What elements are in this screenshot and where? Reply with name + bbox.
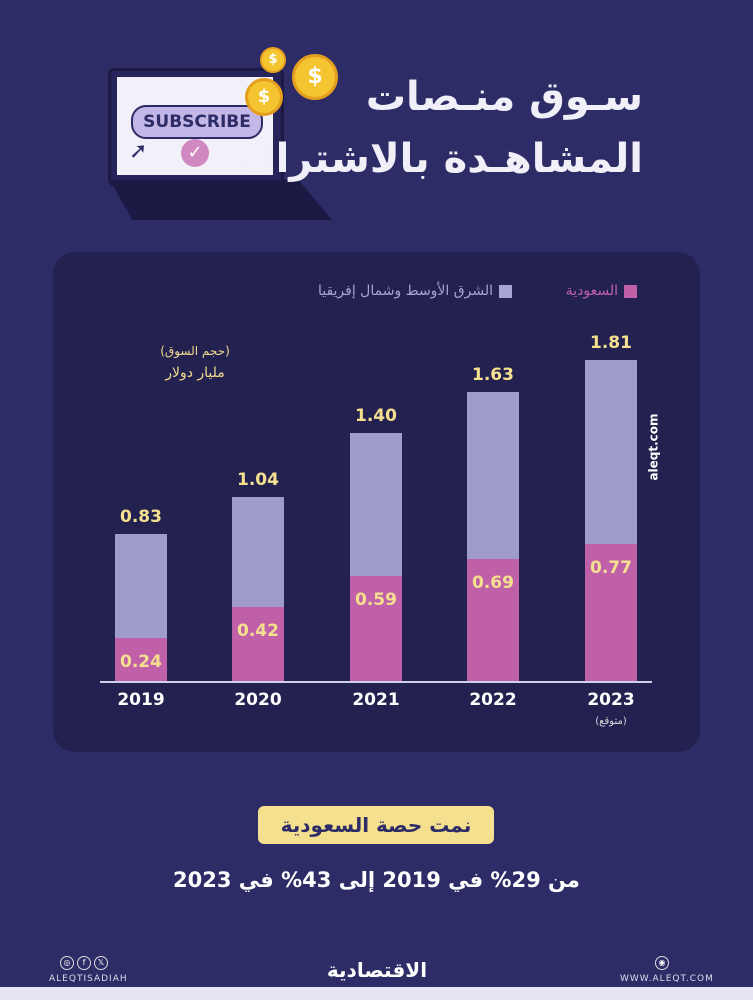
total-label: 1.63 bbox=[472, 364, 514, 385]
saudi-label: 0.77 bbox=[590, 558, 632, 579]
check-icon: ✓ bbox=[181, 139, 209, 167]
coin-icon: $ bbox=[260, 47, 286, 73]
legend-item-saudi: السعودية bbox=[566, 283, 637, 299]
y-axis-label-line1: (حجم السوق) bbox=[160, 344, 230, 358]
social-handle[interactable]: ALEQTISADIAH bbox=[49, 974, 128, 984]
saudi-label: 0.59 bbox=[355, 590, 397, 611]
bar-mena bbox=[232, 496, 284, 607]
total-label: 1.04 bbox=[237, 469, 279, 490]
bar-mena bbox=[115, 533, 167, 639]
coin-icon: $ bbox=[245, 78, 283, 116]
x-tick-label: 2022 bbox=[469, 690, 517, 710]
subscribe-button-illustration: SUBSCRIBE bbox=[131, 105, 263, 139]
total-label: 1.81 bbox=[590, 333, 632, 353]
summary-text: من 29% في 2019 إلى 43% في 2023 bbox=[173, 868, 580, 892]
legend-item-mena: الشرق الأوسط وشمال إفريقيا bbox=[318, 283, 512, 299]
facebook-icon[interactable]: f bbox=[77, 956, 91, 970]
cursor-icon: ➚ bbox=[129, 139, 148, 164]
year-note-2023: (متوقع) bbox=[595, 716, 627, 727]
x-tick-label: 2021 bbox=[352, 690, 400, 710]
y-axis-label: (حجم السوق) مليار دولار bbox=[150, 340, 240, 384]
legend-swatch-mena bbox=[499, 284, 512, 298]
title-line-1: سـوق منـصات bbox=[365, 74, 643, 120]
x-tick-label: 2020 bbox=[234, 690, 282, 710]
laptop-base bbox=[110, 180, 332, 220]
total-label: 1.40 bbox=[355, 405, 397, 426]
watermark: aleqt.com bbox=[646, 413, 661, 481]
website-link[interactable]: WWW.ALEQT.COM bbox=[620, 974, 714, 984]
saudi-label: 0.69 bbox=[472, 572, 514, 593]
y-axis-label-line2: مليار دولار bbox=[165, 365, 225, 381]
bar-saudi bbox=[467, 558, 519, 681]
x-tick-label: 2023 bbox=[587, 690, 635, 710]
total-label: 0.83 bbox=[120, 506, 162, 527]
legend-label-saudi: السعودية bbox=[565, 283, 618, 299]
saudi-label: 0.42 bbox=[237, 620, 279, 641]
coin-icon: $ bbox=[292, 54, 338, 100]
bar-mena bbox=[350, 432, 402, 577]
x-icon[interactable]: 𝕏 bbox=[94, 956, 108, 970]
bottom-strip bbox=[0, 987, 753, 1000]
bar-saudi bbox=[232, 606, 284, 681]
bar-mena bbox=[585, 360, 637, 545]
logo: الاقتصادية bbox=[326, 958, 428, 982]
title-line-2: المشاهـدة بالاشتراك bbox=[238, 136, 643, 182]
summary-badge: نمت حصة السعودية bbox=[258, 806, 494, 844]
legend-label-mena: الشرق الأوسط وشمال إفريقيا bbox=[317, 283, 493, 299]
legend-swatch-saudi bbox=[624, 284, 637, 298]
bar-saudi bbox=[585, 544, 637, 681]
bar-saudi bbox=[115, 638, 167, 681]
x-axis-line bbox=[100, 681, 652, 683]
bar-mena bbox=[467, 391, 519, 559]
instagram-icon[interactable]: ◎ bbox=[60, 956, 74, 970]
social-icons: ◎ f 𝕏 bbox=[60, 956, 108, 970]
globe-icon: ◉ bbox=[655, 956, 669, 970]
saudi-label: 0.24 bbox=[120, 652, 162, 673]
x-tick-label: 2019 bbox=[117, 690, 165, 710]
bar-saudi bbox=[350, 576, 402, 681]
